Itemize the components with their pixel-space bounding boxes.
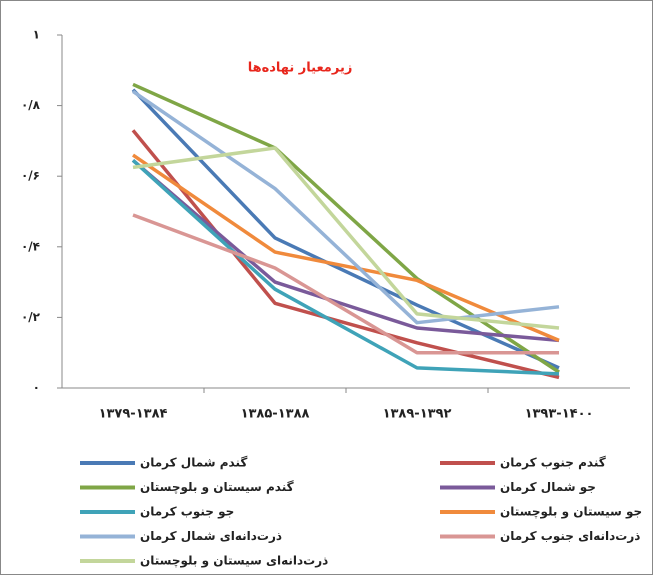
x-tick-label: ۱۳۸۹-۱۳۹۲ — [383, 407, 452, 422]
y-tick-label: ۰/۶ — [21, 169, 40, 183]
x-tick-label: ۱۳۸۵-۱۳۸۸ — [241, 407, 310, 422]
y-tick-label: ۰/۸ — [21, 98, 41, 112]
legend-label: ذرت‌دانه‌ای شمال کرمان — [140, 529, 282, 543]
series-line — [131, 129, 560, 380]
series-line — [131, 88, 560, 370]
y-tick-label: ۱ — [33, 28, 40, 42]
legend-label: گندم شمال کرمان — [140, 456, 247, 471]
series-line — [131, 159, 560, 376]
y-tick-label: ۰/۲ — [21, 310, 41, 324]
x-tick-label: ۱۳۷۹-۱۳۸۴ — [99, 407, 168, 422]
y-tick-label: ۰/۴ — [21, 239, 40, 253]
legend-label: جو جنوب کرمان — [140, 505, 234, 520]
series-line — [132, 90, 560, 325]
series-line — [131, 158, 560, 343]
legend-label: ذرت‌دانه‌ای سیستان و بلوچستان — [140, 554, 328, 569]
legend-label: گندم جنوب کرمان — [500, 456, 606, 471]
chart-title: زیرمعیار نهاده‌ها — [248, 61, 353, 76]
series-line — [132, 82, 560, 374]
legend-label: جو شمال کرمان — [500, 480, 596, 495]
series-line — [132, 213, 559, 355]
legend-label: ذرت‌دانه‌ای جنوب کرمان — [500, 529, 640, 544]
legend-label: گندم سیستان و بلوچستان — [140, 480, 294, 495]
series-line — [132, 153, 560, 342]
y-tick-label: ۰ — [33, 381, 40, 395]
x-tick-label: ۱۳۹۳-۱۴۰۰ — [525, 407, 594, 422]
series-line — [132, 146, 560, 330]
legend-label: جو سیستان و بلوچستان — [500, 505, 642, 520]
